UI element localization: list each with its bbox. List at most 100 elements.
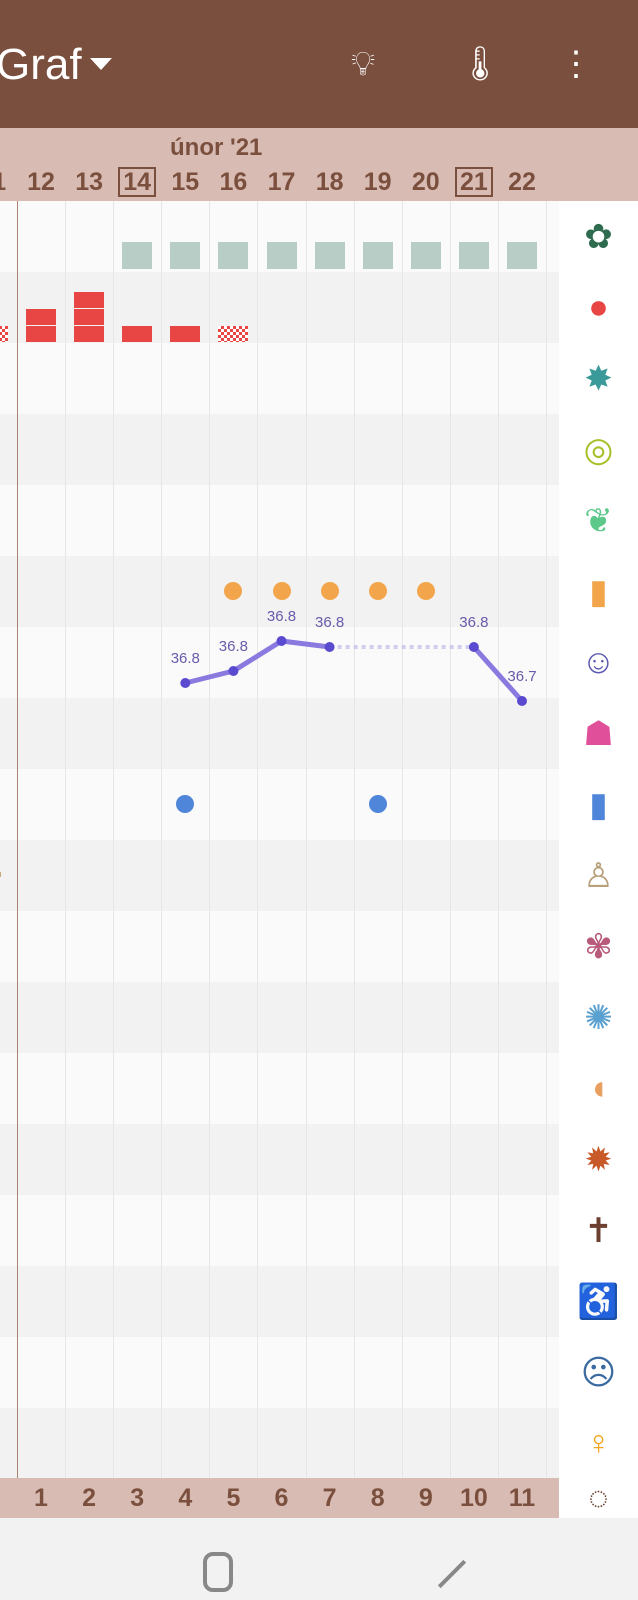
chart-row[interactable] — [0, 1195, 559, 1266]
person-arms-icon[interactable]: ✝ — [584, 1211, 613, 1250]
bleeding-mark[interactable] — [74, 326, 105, 342]
lightbulb-icon[interactable]: 💡︎ — [351, 44, 375, 83]
flower-check-icon[interactable]: ✾ — [584, 927, 613, 966]
bleeding-mark[interactable] — [170, 326, 201, 342]
back-button[interactable] — [437, 1559, 467, 1589]
cervix-mark[interactable] — [170, 242, 201, 269]
drop-rays-icon[interactable]: ✹ — [584, 1140, 613, 1179]
date-label[interactable]: 20 — [411, 168, 440, 196]
splash-icon[interactable]: ✸ — [584, 359, 613, 398]
chart-row[interactable] — [0, 911, 559, 982]
date-label[interactable]: 14 — [118, 167, 157, 197]
cycle-day-label: 1 — [34, 1484, 48, 1512]
date-label[interactable]: 22 — [508, 168, 536, 196]
temperature-line — [281, 638, 330, 650]
test-mark[interactable] — [0, 872, 1, 877]
date-label[interactable]: 12 — [27, 168, 55, 196]
chart-grid[interactable] — [0, 201, 559, 1479]
cervix-mark[interactable] — [458, 242, 489, 269]
note-dot[interactable] — [368, 795, 387, 813]
cervix-mark[interactable] — [362, 242, 393, 269]
temperature-label: 36.7 — [507, 668, 536, 685]
cycle-day-label: 3 — [130, 1484, 145, 1512]
chart-row[interactable] — [0, 343, 559, 414]
date-label[interactable]: 17 — [267, 168, 296, 196]
person-check-icon[interactable]: ♙ — [583, 856, 614, 895]
temperature-label: 36.8 — [459, 614, 488, 631]
chart-row[interactable] — [0, 414, 559, 485]
bleeding-mark[interactable] — [26, 326, 56, 342]
date-label[interactable]: 13 — [75, 168, 103, 196]
date-label[interactable]: 16 — [219, 168, 248, 196]
cervix-mark[interactable] — [314, 242, 345, 269]
note-dot[interactable] — [176, 795, 195, 813]
cycle-day-label: 11 — [508, 1484, 536, 1512]
system-nav-bar — [0, 1518, 638, 1600]
chart-row[interactable] — [0, 485, 559, 556]
temperature-chart: 36.8 36.8 36.8 36.8 36.8 36.7 — [171, 608, 537, 706]
chart-row[interactable] — [0, 1266, 559, 1337]
date-label[interactable]: 21 — [454, 167, 493, 197]
flower-icon[interactable]: ✿ — [584, 217, 613, 256]
chart-row[interactable] — [0, 840, 559, 911]
cervix-mark[interactable] — [266, 242, 297, 269]
sparkle-icon[interactable]: ✺ — [584, 998, 613, 1037]
chart-row[interactable] — [0, 698, 559, 769]
date-label[interactable]: 11 — [0, 168, 13, 196]
smiley-icon[interactable]: ☺ — [581, 643, 616, 681]
leaf-icon[interactable]: ❦ — [584, 501, 613, 540]
thermometer-icon[interactable]: 🌡︎ — [458, 45, 502, 83]
bleeding-mark[interactable] — [74, 309, 105, 325]
date-header: únor '21 11 12 13 14 15 16 17 18 19 20 21 22 — [0, 128, 638, 201]
document-icon[interactable]: ▮ — [589, 785, 608, 824]
home-button[interactable] — [203, 1552, 233, 1592]
medication-dot[interactable] — [224, 582, 243, 600]
dropdown-arrow-icon[interactable] — [90, 58, 112, 70]
temperature-label: 36.8 — [171, 650, 200, 667]
chart-row[interactable] — [0, 1124, 559, 1195]
chart-row[interactable] — [0, 1408, 559, 1479]
view-selector[interactable]: Graf — [0, 40, 82, 89]
chart-row[interactable] — [0, 1337, 559, 1408]
chart-row[interactable] — [0, 1053, 559, 1124]
chart-row[interactable] — [0, 982, 559, 1053]
headache-icon[interactable]: ☗ — [583, 714, 614, 753]
cycle-day-label: 7 — [0, 1484, 13, 1513]
angry-face-icon[interactable]: ☹ — [580, 1353, 617, 1392]
rings-icon[interactable]: ◎ — [583, 430, 614, 469]
breast-icon[interactable]: ◖ — [588, 1069, 609, 1107]
medication-dot[interactable] — [272, 582, 291, 600]
medication-dot[interactable] — [416, 582, 435, 600]
spotting-mark[interactable] — [218, 326, 249, 342]
day-gridline — [546, 201, 547, 1478]
day-gridline — [161, 201, 163, 1478]
cycle-day-bar: 71234567891011 — [0, 1478, 559, 1518]
cervix-mark[interactable] — [410, 242, 441, 269]
woman-icon[interactable]: ♀ — [585, 1424, 612, 1462]
bleeding-mark[interactable] — [122, 326, 153, 342]
cycle-day-label: 6 — [274, 1484, 289, 1512]
date-label[interactable]: 19 — [363, 168, 392, 196]
day-gridline — [305, 201, 307, 1478]
day-gridline — [209, 201, 211, 1478]
cervix-mark[interactable] — [218, 242, 249, 269]
bleeding-mark[interactable] — [74, 292, 105, 308]
cervix-mark[interactable] — [122, 242, 153, 269]
pill-bottle-icon[interactable]: ▮ — [589, 572, 608, 611]
blood-drop-icon[interactable]: ● — [588, 288, 609, 326]
medication-dot[interactable] — [368, 582, 387, 600]
cycle-day-label: 4 — [178, 1484, 193, 1512]
spotting-mark[interactable] — [0, 326, 8, 342]
more-vert-icon[interactable]: ⋮ — [559, 45, 593, 83]
medication-dot[interactable] — [320, 582, 339, 600]
bleeding-mark[interactable] — [26, 309, 56, 325]
chart-row[interactable] — [0, 769, 559, 840]
date-label[interactable]: 18 — [315, 168, 344, 196]
kneeling-person-icon[interactable]: ♿ — [577, 1282, 620, 1321]
date-label[interactable]: 15 — [171, 168, 200, 196]
cycle-icon[interactable]: ◌ — [588, 1478, 609, 1517]
day-gridline — [449, 201, 451, 1478]
cervix-mark[interactable] — [507, 242, 537, 269]
day-gridline — [401, 201, 403, 1478]
cycle-day-label: 8 — [370, 1484, 385, 1512]
